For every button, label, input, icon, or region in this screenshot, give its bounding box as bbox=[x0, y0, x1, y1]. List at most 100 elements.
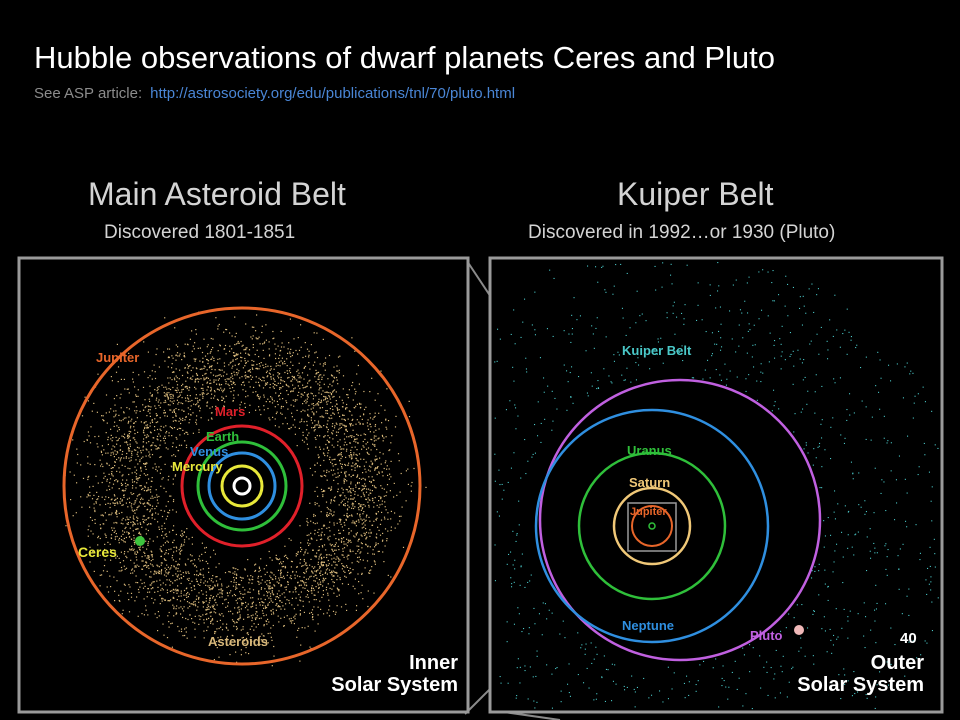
kuiper-dot bbox=[885, 543, 887, 545]
asteroid-dot bbox=[133, 422, 135, 424]
asteroid-dot bbox=[208, 367, 211, 369]
asteroid-dot bbox=[278, 563, 281, 565]
asteroid-dot bbox=[276, 384, 278, 387]
asteroid-dot bbox=[314, 504, 316, 506]
article-link[interactable]: http://astrosociety.org/edu/publications… bbox=[150, 85, 516, 102]
asteroid-dot bbox=[258, 363, 260, 365]
asteroid-dot bbox=[156, 397, 158, 399]
main-asteroid-belt-heading: Main Asteroid Belt bbox=[88, 176, 346, 212]
asteroid-dot bbox=[356, 532, 358, 534]
kuiper-dot bbox=[732, 284, 734, 286]
asteroid-dot bbox=[327, 487, 330, 489]
asteroid-dot bbox=[268, 341, 270, 343]
asteroid-dot bbox=[156, 564, 158, 566]
asteroid-dot bbox=[353, 535, 355, 537]
asteroid-dot bbox=[369, 489, 371, 491]
asteroid-dot bbox=[177, 355, 179, 357]
kuiper-dot bbox=[515, 407, 517, 409]
asteroid-dot bbox=[116, 522, 118, 524]
asteroid-dot bbox=[106, 463, 108, 465]
asteroid-dot bbox=[214, 608, 216, 610]
asteroid-dot bbox=[189, 378, 191, 380]
asteroid-dot bbox=[172, 582, 174, 584]
asteroid-dot bbox=[358, 561, 360, 563]
asteroid-dot bbox=[107, 452, 109, 454]
asteroid-dot bbox=[207, 386, 209, 388]
asteroid-dot bbox=[356, 438, 358, 440]
asteroid-dot bbox=[134, 502, 136, 504]
asteroid-dot bbox=[255, 391, 257, 393]
asteroid-dot bbox=[256, 349, 258, 351]
asteroid-dot bbox=[107, 591, 110, 593]
asteroid-dot bbox=[73, 474, 75, 476]
asteroid-dot bbox=[170, 599, 172, 601]
asteroid-dot bbox=[357, 519, 359, 521]
asteroid-dot bbox=[387, 530, 389, 532]
kuiper-dot bbox=[852, 478, 854, 480]
asteroid-dot bbox=[164, 360, 166, 362]
asteroid-dot bbox=[176, 377, 178, 379]
kuiper-dot bbox=[601, 677, 603, 679]
asteroid-dot bbox=[177, 563, 179, 565]
asteroid-dot bbox=[317, 569, 319, 571]
kuiper-dot bbox=[917, 393, 919, 395]
kuiper-dot bbox=[522, 321, 524, 323]
asteroid-dot bbox=[347, 554, 349, 556]
asteroid-dot bbox=[172, 394, 174, 396]
asteroid-dot bbox=[322, 365, 324, 367]
asteroid-dot bbox=[219, 369, 221, 371]
asteroid-dot bbox=[280, 376, 282, 378]
asteroid-dot bbox=[328, 487, 330, 489]
asteroid-dot bbox=[194, 564, 196, 566]
asteroid-dot bbox=[111, 440, 113, 442]
asteroid-dot bbox=[337, 468, 339, 470]
asteroid-dot bbox=[318, 398, 320, 400]
asteroid-dot bbox=[157, 630, 159, 632]
kuiper-dot bbox=[869, 550, 871, 552]
asteroid-dot bbox=[148, 503, 150, 505]
asteroid-dot bbox=[257, 395, 259, 398]
asteroid-dot bbox=[162, 589, 164, 591]
asteroid-dot bbox=[130, 425, 132, 427]
asteroid-dot bbox=[363, 522, 365, 524]
kuiper-dot bbox=[725, 384, 727, 386]
asteroid-dot bbox=[280, 349, 282, 352]
asteroid-dot bbox=[119, 445, 121, 447]
kuiper-dot bbox=[851, 695, 853, 697]
kuiper-dot bbox=[742, 705, 744, 707]
asteroid-dot bbox=[377, 393, 379, 395]
asteroid-dot bbox=[345, 407, 347, 409]
asteroid-dot bbox=[127, 422, 129, 424]
asteroid-dot bbox=[197, 598, 200, 600]
asteroid-dot bbox=[302, 394, 304, 396]
asteroid-dot bbox=[175, 354, 177, 357]
asteroid-dot bbox=[236, 621, 238, 623]
kuiper-dot bbox=[748, 374, 750, 376]
asteroid-dot bbox=[370, 426, 372, 428]
kuiper-dot bbox=[676, 316, 678, 318]
asteroid-dot bbox=[375, 439, 377, 441]
asteroid-dot bbox=[226, 373, 228, 375]
kuiper-dot bbox=[898, 455, 900, 457]
asteroid-dot bbox=[128, 599, 130, 601]
asteroid-dot bbox=[111, 529, 114, 531]
kuiper-dot bbox=[906, 595, 908, 597]
asteroid-dot bbox=[93, 494, 95, 496]
asteroid-dot bbox=[189, 583, 191, 585]
asteroid-dot bbox=[160, 425, 162, 427]
asteroid-dot bbox=[149, 422, 151, 424]
asteroid-dot bbox=[325, 401, 328, 403]
asteroid-dot bbox=[299, 609, 301, 612]
kuiper-dot bbox=[674, 333, 676, 335]
asteroid-dot bbox=[207, 419, 210, 421]
asteroid-dot bbox=[156, 387, 159, 389]
kuiper-dot bbox=[813, 448, 815, 450]
asteroid-dot bbox=[236, 574, 238, 576]
asteroid-dot bbox=[180, 630, 183, 633]
asteroid-dot bbox=[160, 570, 163, 572]
asteroid-dot bbox=[370, 466, 372, 468]
asteroid-dot bbox=[179, 547, 181, 549]
asteroid-dot bbox=[125, 456, 127, 458]
asteroid-dot bbox=[245, 377, 247, 379]
asteroid-dot bbox=[320, 562, 322, 564]
